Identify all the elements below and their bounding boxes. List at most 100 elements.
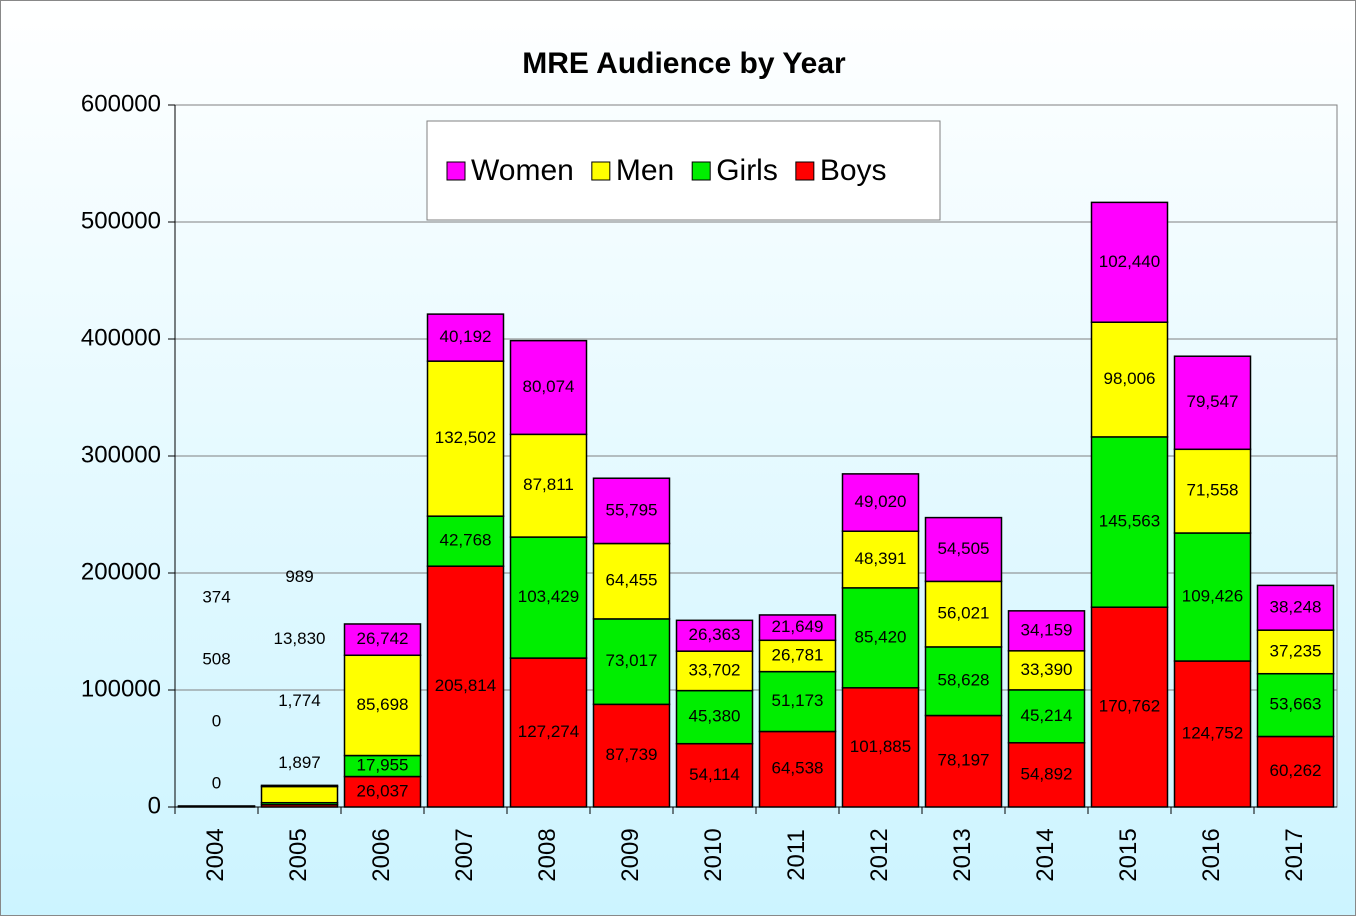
data-label: 33,390 — [1021, 660, 1073, 679]
x-tick-label: 2011 — [783, 829, 810, 881]
bar-segment — [841, 687, 920, 808]
bar-segment — [841, 587, 920, 689]
data-label: 103,429 — [518, 587, 579, 606]
data-label: 102,440 — [1099, 252, 1160, 271]
data-label: 374 — [202, 587, 230, 606]
x-tick-label: 2005 — [285, 828, 312, 881]
x-tick-label: 2009 — [617, 828, 644, 881]
data-label: 98,006 — [1104, 369, 1156, 388]
data-label: 53,663 — [1270, 695, 1322, 714]
bar-segment — [343, 654, 422, 757]
bar-segment — [924, 580, 1003, 648]
bar-segment — [343, 775, 422, 808]
bar-segment — [592, 477, 671, 545]
data-label: 56,021 — [938, 604, 990, 623]
bar-segment — [1090, 606, 1169, 808]
x-tick-label: 2015 — [1115, 828, 1142, 881]
bar-segment — [260, 784, 339, 788]
data-label: 87,811 — [523, 475, 574, 494]
bar-segment — [1256, 584, 1335, 631]
bar-segment — [841, 530, 920, 589]
x-tick-label: 2017 — [1281, 828, 1308, 881]
bar-segment — [675, 650, 754, 692]
data-label: 79,547 — [1187, 392, 1239, 411]
bar-segment — [675, 619, 754, 652]
legend-swatch — [591, 161, 611, 181]
data-label: 54,892 — [1021, 764, 1073, 783]
data-label: 38,248 — [1270, 597, 1322, 616]
data-label: 37,235 — [1270, 641, 1322, 660]
data-label: 55,795 — [606, 500, 658, 519]
bar-segment — [1090, 201, 1169, 323]
bar-segment — [592, 618, 671, 706]
legend-label: Women — [471, 154, 574, 187]
x-tick-label: 2012 — [866, 828, 893, 881]
bar-segment — [1173, 532, 1252, 662]
bar-segment — [1007, 610, 1086, 652]
bar-segment — [1090, 436, 1169, 608]
bar-segment — [343, 623, 422, 657]
x-tick-label: 2014 — [1032, 828, 1059, 881]
data-label: 13,830 — [274, 629, 326, 648]
x-tick-label: 2008 — [534, 828, 561, 881]
data-label: 45,380 — [689, 707, 741, 726]
data-label: 17,955 — [357, 756, 409, 775]
data-label: 64,538 — [772, 759, 824, 778]
data-label: 87,739 — [606, 745, 658, 764]
data-label: 1,774 — [278, 691, 321, 710]
data-label: 33,702 — [689, 660, 741, 679]
x-tick-label: 2016 — [1198, 828, 1225, 881]
y-tick-label: 600000 — [81, 90, 161, 117]
bar-segment — [1256, 672, 1335, 738]
bar-segment — [1173, 355, 1252, 451]
data-label: 170,762 — [1099, 697, 1160, 716]
data-label: 49,020 — [855, 492, 907, 511]
legend-label: Men — [616, 154, 674, 187]
data-label: 42,768 — [440, 531, 492, 550]
data-label: 26,037 — [357, 781, 409, 800]
x-tick-label: 2004 — [202, 828, 229, 881]
data-label: 124,752 — [1182, 724, 1243, 743]
data-label: 26,363 — [689, 625, 741, 644]
x-tick-label: 2013 — [949, 828, 976, 881]
legend-swatch — [795, 161, 815, 181]
data-label: 132,502 — [435, 428, 496, 447]
data-label: 109,426 — [1182, 587, 1243, 606]
data-label: 51,173 — [772, 691, 824, 710]
data-label: 989 — [285, 567, 313, 586]
data-label: 34,159 — [1021, 620, 1073, 639]
bar-segment — [1256, 735, 1335, 808]
data-label: 73,017 — [606, 651, 658, 670]
x-tick-label: 2007 — [451, 828, 478, 881]
bar-segment — [1256, 629, 1335, 675]
bar-segment — [426, 565, 505, 808]
x-tick-label: 2006 — [368, 828, 395, 881]
legend-swatch — [691, 161, 711, 181]
data-label: 145,563 — [1099, 512, 1160, 531]
bar-segment — [426, 360, 505, 517]
y-tick-label: 300000 — [81, 441, 161, 468]
bar-segment — [426, 313, 505, 362]
bar-segment — [592, 703, 671, 808]
bar-segment — [509, 433, 588, 538]
data-label: 26,781 — [772, 645, 824, 664]
data-label: 0 — [212, 711, 221, 730]
data-label: 54,505 — [938, 539, 990, 558]
data-label: 78,197 — [938, 751, 990, 770]
data-label: 40,192 — [440, 327, 492, 346]
data-label: 127,274 — [518, 722, 579, 741]
y-tick-label: 100000 — [81, 675, 161, 702]
data-label: 45,214 — [1021, 706, 1073, 725]
y-tick-label: 200000 — [81, 558, 161, 585]
y-tick-label: 500000 — [81, 207, 161, 234]
bar-segment — [1173, 448, 1252, 534]
legend-box — [426, 120, 941, 221]
bar-segment — [260, 785, 339, 804]
x-tick-label: 2010 — [700, 828, 727, 881]
y-tick-label: 0 — [148, 792, 161, 819]
data-label: 26,742 — [357, 629, 409, 648]
chart-title: MRE Audience by Year — [522, 47, 846, 80]
y-tick-label: 400000 — [81, 324, 161, 351]
data-label: 58,628 — [938, 671, 990, 690]
